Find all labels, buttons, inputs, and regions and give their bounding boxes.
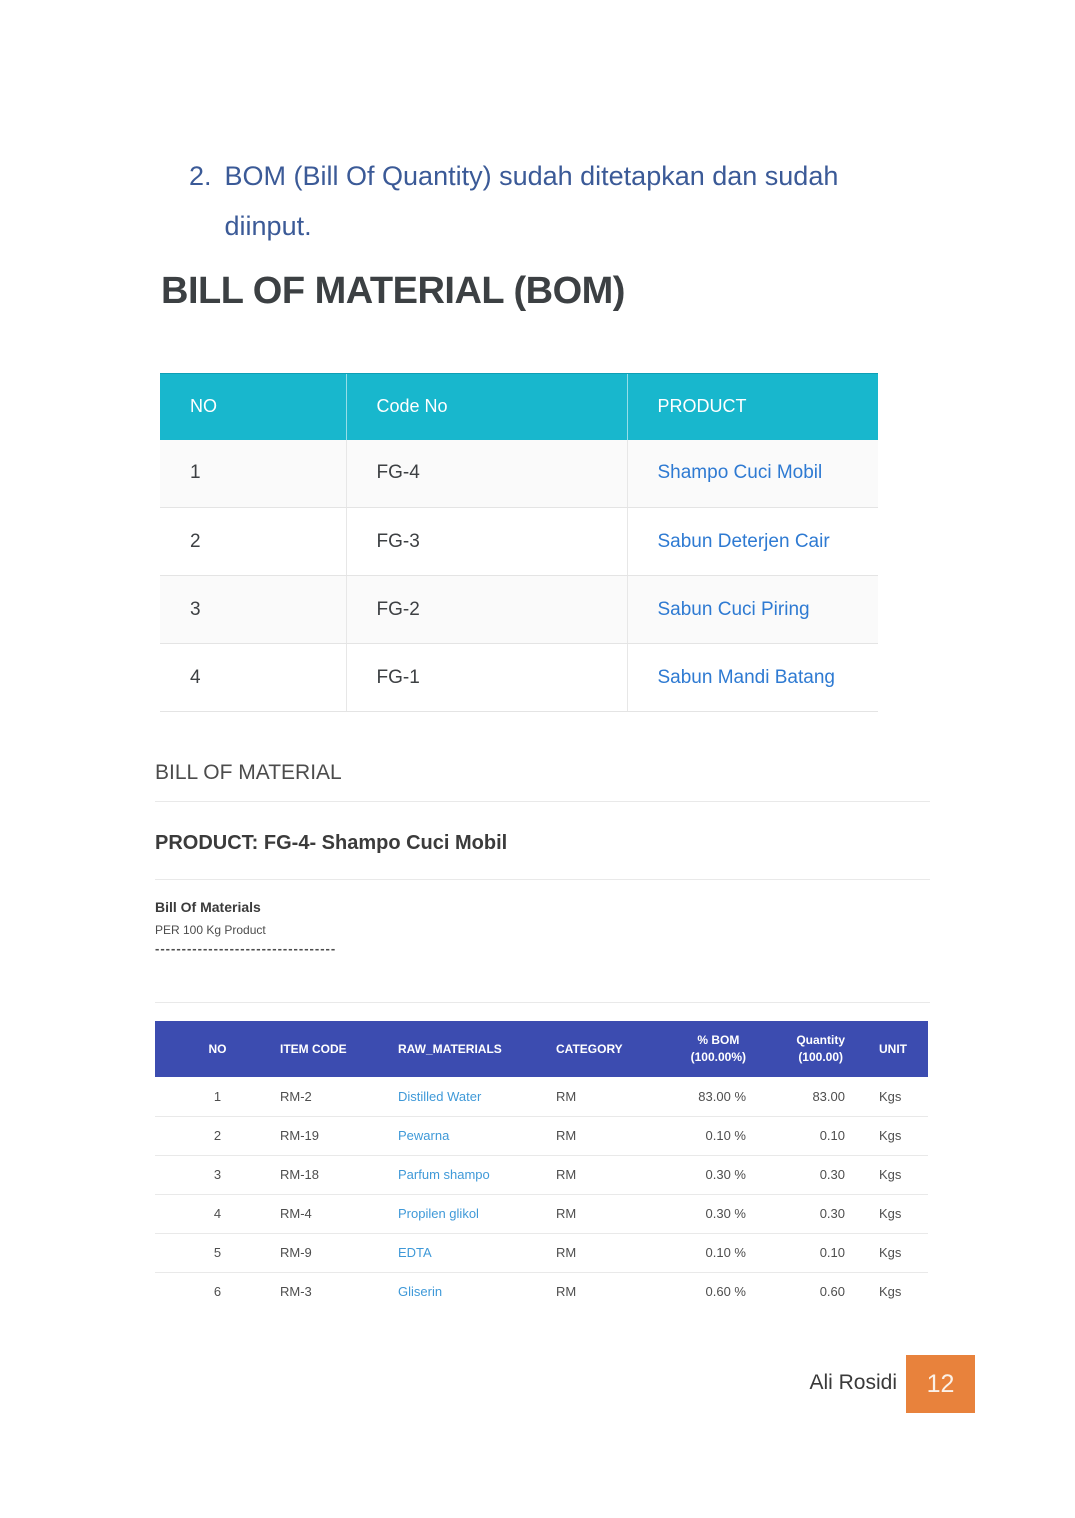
material-item-code: RM-19 [280,1116,398,1156]
raw-material-link[interactable]: EDTA [398,1233,556,1273]
material-bom-percent: 83.00 % [655,1077,756,1117]
material-category: RM [556,1155,655,1195]
material-bom-percent: 0.30 % [655,1194,756,1234]
material-bom-percent: 0.30 % [655,1155,756,1195]
material-item-code: RM-18 [280,1155,398,1195]
product-row-number: 4 [160,643,346,712]
product-link[interactable]: Sabun Mandi Batang [626,643,878,712]
product-link[interactable]: Sabun Deterjen Cair [626,507,878,576]
material-row-number: 2 [155,1116,280,1156]
products-table: NO Code No PRODUCT 1 FG-4 Shampo Cuci Mobi… [160,373,878,712]
product-row-number: 2 [160,507,346,576]
raw-material-link[interactable]: Gliserin [398,1272,556,1311]
material-category: RM [556,1233,655,1273]
column-header-no: NO [160,373,346,440]
list-item-number: 2. [189,161,212,191]
table-row: 5 RM-9 EDTA RM 0.10 % 0.10 Kgs [155,1233,928,1273]
column-header-quantity: Quantity (100.00) [756,1021,855,1077]
product-code: FG-4 [345,439,627,508]
material-item-code: RM-9 [280,1233,398,1273]
material-item-code: RM-4 [280,1194,398,1234]
table-row: 3 RM-18 Parfum shampo RM 0.30 % 0.30 Kgs [155,1155,928,1195]
material-quantity: 83.00 [756,1077,855,1117]
page-title: BILL OF MATERIAL (BOM) [161,270,625,312]
material-quantity: 0.30 [756,1155,855,1195]
bom-percent-label: % BOM [697,1033,740,1047]
intro-list-item: 2. BOM (Bill Of Quantity) sudah ditetapk… [189,151,879,251]
material-quantity: 0.30 [756,1194,855,1234]
product-code: FG-1 [345,643,627,712]
material-item-code: RM-2 [280,1077,398,1117]
product-link[interactable]: Shampo Cuci Mobil [626,439,878,508]
column-header-item-code: ITEM CODE [280,1021,398,1077]
table-row: 2 RM-19 Pewarna RM 0.10 % 0.10 Kgs [155,1116,928,1156]
quantity-label: Quantity [796,1033,845,1047]
material-quantity: 0.10 [756,1233,855,1273]
table-row: 2 FG-3 Sabun Deterjen Cair [160,507,878,576]
material-row-number: 6 [155,1272,280,1311]
table-row: 1 RM-2 Distilled Water RM 83.00 % 83.00 Kgs [155,1077,928,1117]
list-item-text: BOM (Bill Of Quantity) sudah ditetapkan … [224,161,839,241]
material-bom-percent: 0.10 % [655,1116,756,1156]
products-table-header-row: NO Code No PRODUCT [160,373,878,440]
material-unit: Kgs [855,1272,928,1311]
material-bom-percent: 0.60 % [655,1272,756,1311]
bill-of-materials-label: Bill Of Materials [155,899,261,915]
material-unit: Kgs [855,1116,928,1156]
column-header-unit: UNIT [855,1021,928,1077]
table-row: 4 FG-1 Sabun Mandi Batang [160,643,878,712]
material-category: RM [556,1116,655,1156]
material-unit: Kgs [855,1233,928,1273]
table-row: 3 FG-2 Sabun Cuci Piring [160,575,878,644]
materials-table: NO ITEM CODE RAW_MATERIALS CATEGORY % BO… [155,1021,928,1311]
raw-material-link[interactable]: Propilen glikol [398,1194,556,1234]
section-title: BILL OF MATERIAL [155,761,342,784]
material-unit: Kgs [855,1194,928,1234]
quantity-total: (100.00) [798,1050,844,1064]
material-item-code: RM-3 [280,1272,398,1311]
product-heading: PRODUCT: FG-4- Shampo Cuci Mobil [155,832,508,854]
column-header-code-no: Code No [345,373,627,440]
column-header-no: NO [155,1021,280,1077]
table-row: 6 RM-3 Gliserin RM 0.60 % 0.60 Kgs [155,1272,928,1311]
footer-author: Ali Rosidi [809,1371,897,1394]
materials-table-header-row: NO ITEM CODE RAW_MATERIALS CATEGORY % BO… [155,1021,928,1077]
product-row-number: 1 [160,439,346,508]
material-quantity: 0.60 [756,1272,855,1311]
per-100kg-note: PER 100 Kg Product [155,923,266,937]
material-row-number: 5 [155,1233,280,1273]
column-header-product: PRODUCT [626,373,878,440]
dashed-separator: ---------------------------------- [155,941,337,956]
column-header-raw-materials: RAW_MATERIALS [398,1021,556,1077]
product-row-number: 3 [160,575,346,644]
material-row-number: 4 [155,1194,280,1234]
raw-material-link[interactable]: Parfum shampo [398,1155,556,1195]
table-row: 1 FG-4 Shampo Cuci Mobil [160,439,878,508]
product-link[interactable]: Sabun Cuci Piring [626,575,878,644]
table-row: 4 RM-4 Propilen glikol RM 0.30 % 0.30 Kgs [155,1194,928,1234]
product-code: FG-2 [345,575,627,644]
material-category: RM [556,1272,655,1311]
raw-material-link[interactable]: Pewarna [398,1116,556,1156]
bom-percent-total: (100.00%) [690,1050,746,1064]
divider [155,1002,930,1003]
material-category: RM [556,1194,655,1234]
material-unit: Kgs [855,1155,928,1195]
product-code: FG-3 [345,507,627,576]
column-header-bom-percent: % BOM (100.00%) [655,1021,756,1077]
column-header-category: CATEGORY [556,1021,655,1077]
raw-material-link[interactable]: Distilled Water [398,1077,556,1117]
material-unit: Kgs [855,1077,928,1117]
material-row-number: 1 [155,1077,280,1117]
material-quantity: 0.10 [756,1116,855,1156]
material-bom-percent: 0.10 % [655,1233,756,1273]
page-number-badge: 12 [906,1355,975,1413]
material-row-number: 3 [155,1155,280,1195]
material-category: RM [556,1077,655,1117]
divider [155,879,930,880]
divider [155,801,930,802]
